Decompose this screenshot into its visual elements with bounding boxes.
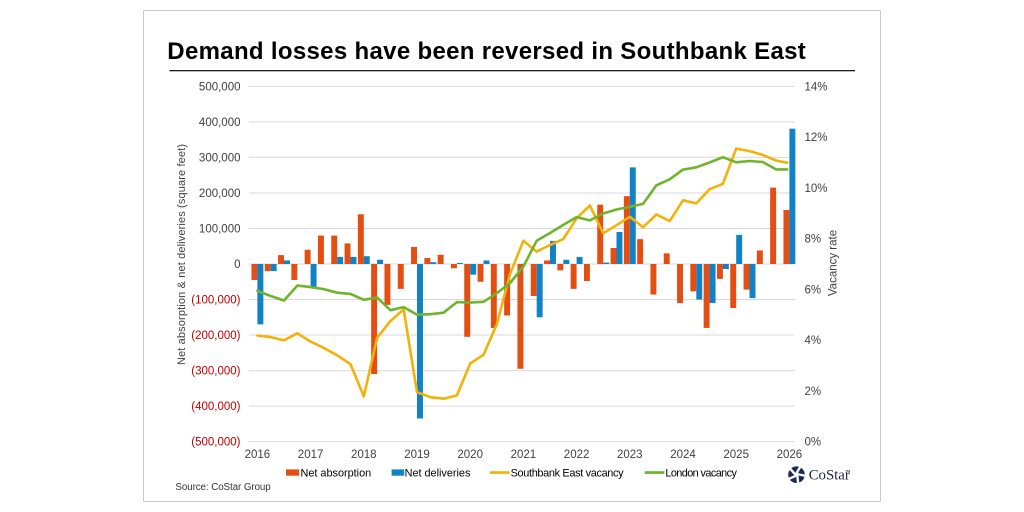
- svg-text:2021: 2021: [511, 449, 537, 461]
- svg-text:4%: 4%: [805, 335, 822, 347]
- svg-text:2018: 2018: [351, 449, 377, 461]
- svg-text:CoStar: CoStar: [809, 468, 850, 484]
- svg-text:12%: 12%: [805, 132, 828, 144]
- svg-text:0%: 0%: [805, 437, 822, 449]
- svg-text:Demand losses have been revers: Demand losses have been reversed in Sout…: [167, 38, 806, 65]
- svg-text:0: 0: [234, 259, 240, 271]
- svg-text:2023: 2023: [617, 449, 643, 461]
- svg-text:(200,000): (200,000): [191, 330, 240, 342]
- svg-text:2025: 2025: [723, 449, 749, 461]
- svg-text:2026: 2026: [777, 449, 803, 461]
- svg-text:10%: 10%: [805, 183, 828, 195]
- svg-text:(400,000): (400,000): [191, 401, 240, 413]
- svg-text:2022: 2022: [564, 449, 590, 461]
- svg-text:London vacancy: London vacancy: [665, 467, 737, 479]
- svg-text:(500,000): (500,000): [191, 437, 240, 449]
- svg-text:2024: 2024: [670, 449, 696, 461]
- svg-text:Net absorption: Net absorption: [301, 467, 372, 479]
- svg-text:2019: 2019: [404, 449, 430, 461]
- svg-text:2020: 2020: [457, 449, 483, 461]
- svg-text:Southbank East vacancy: Southbank East vacancy: [511, 467, 625, 479]
- svg-text:2017: 2017: [298, 449, 324, 461]
- svg-text:Vacancy rate: Vacancy rate: [828, 230, 840, 296]
- svg-text:14%: 14%: [805, 81, 828, 93]
- svg-text:Source: CoStar Group: Source: CoStar Group: [175, 482, 271, 493]
- svg-text:8%: 8%: [805, 234, 822, 246]
- svg-text:(100,000): (100,000): [191, 295, 240, 307]
- svg-text:Net deliveries: Net deliveries: [405, 467, 471, 479]
- svg-text:100,000: 100,000: [199, 224, 241, 236]
- svg-text:200,000: 200,000: [199, 188, 241, 200]
- svg-text:2%: 2%: [805, 386, 822, 398]
- svg-text:Net absorption & net deliverie: Net absorption & net deliveries (square …: [176, 144, 188, 365]
- svg-text:300,000: 300,000: [199, 152, 241, 164]
- svg-text:500,000: 500,000: [199, 81, 241, 93]
- svg-text:6%: 6%: [805, 284, 822, 296]
- svg-text:400,000: 400,000: [199, 117, 241, 129]
- svg-text:(300,000): (300,000): [191, 366, 240, 378]
- svg-text:2016: 2016: [245, 449, 271, 461]
- svg-text:™: ™: [845, 469, 851, 476]
